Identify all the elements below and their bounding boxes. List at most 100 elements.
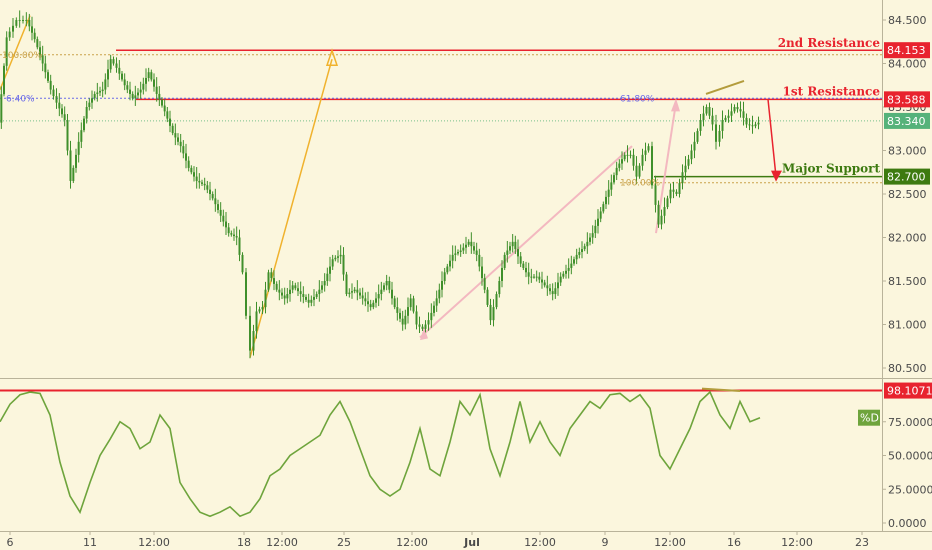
candle-body	[273, 278, 275, 284]
candle-body	[153, 79, 155, 87]
candle-body	[530, 276, 533, 278]
candle-body	[44, 63, 47, 73]
candle-body	[249, 315, 251, 351]
candle-body	[409, 298, 412, 308]
candle-body	[687, 159, 690, 166]
candle-body	[313, 296, 315, 300]
candle-body	[72, 167, 75, 181]
candle-body	[443, 272, 446, 281]
candle-body	[80, 130, 83, 142]
candle-body	[129, 89, 131, 94]
major-support-value: 82.700	[887, 171, 926, 184]
candle-body	[28, 20, 31, 27]
candle-body	[18, 20, 21, 21]
candle-body	[751, 125, 754, 127]
candle-body	[302, 294, 305, 297]
candle-body	[96, 92, 99, 94]
candle-body	[145, 78, 147, 84]
candle-body	[715, 124, 717, 142]
divergence-line-stoch	[701, 387, 741, 392]
candle-body	[757, 122, 760, 125]
candle-body	[278, 289, 281, 293]
candle-body	[675, 191, 678, 194]
candle-body	[201, 182, 203, 184]
stoch-tick-label: 25.0000	[888, 483, 932, 496]
time-tick-label: 25	[337, 536, 351, 549]
candle-body	[104, 79, 107, 90]
candle-body	[326, 273, 329, 281]
candle-body	[543, 282, 546, 286]
candle-body	[209, 189, 211, 194]
candle-body	[621, 159, 623, 164]
candle-body	[93, 93, 96, 99]
candle-body	[58, 102, 61, 109]
first-resistance-value-bg	[884, 91, 930, 108]
candle-body	[107, 69, 109, 80]
candle-body	[583, 246, 586, 250]
candle-body	[214, 198, 217, 205]
candle-body	[383, 285, 385, 290]
candle-body	[546, 285, 549, 289]
candle-body	[25, 20, 28, 21]
candle-body	[535, 276, 538, 278]
candle-body	[551, 291, 554, 295]
candle-body	[748, 124, 751, 126]
candle-body	[657, 204, 660, 225]
candle-body	[654, 185, 657, 205]
candle-body	[52, 89, 55, 97]
pink-arrowhead-2	[671, 98, 680, 112]
candle-body	[161, 99, 163, 106]
candle-body	[663, 207, 666, 216]
candle-body	[150, 72, 153, 80]
candle-body	[380, 289, 383, 295]
candle-body	[483, 278, 486, 290]
candle-body	[211, 194, 214, 199]
candle-body	[421, 326, 424, 329]
candle-body	[77, 141, 80, 155]
candle-body	[435, 298, 438, 306]
candle-body	[185, 153, 187, 161]
candle-body	[672, 189, 675, 192]
candle-body	[241, 254, 244, 273]
candle-body	[589, 237, 591, 242]
candle-body	[158, 93, 161, 100]
candle-body	[575, 254, 578, 260]
candle-body	[481, 266, 483, 279]
candle-body	[581, 249, 583, 252]
candle-body	[533, 276, 535, 278]
candle-body	[391, 289, 393, 299]
candle-body	[607, 189, 610, 197]
candle-body	[618, 163, 621, 168]
candle-body	[586, 241, 589, 247]
candle-body	[139, 89, 142, 93]
second-resistance-value: 84.153	[887, 44, 926, 57]
candle-body	[331, 259, 334, 267]
price-tick-label: 83.000	[888, 145, 927, 158]
candle-body	[193, 172, 195, 177]
candle-body	[418, 324, 421, 327]
candle-body	[517, 249, 519, 257]
candle-body	[281, 292, 283, 296]
candle-body	[190, 167, 193, 173]
price-tick-label: 81.500	[888, 275, 927, 288]
candle-body	[696, 130, 699, 142]
candle-body	[270, 272, 273, 279]
candle-body	[615, 167, 618, 176]
candle-body	[321, 285, 323, 290]
stoch-level-bg	[884, 382, 932, 399]
candle-body	[718, 130, 721, 142]
candle-body	[85, 107, 88, 119]
candle-body	[475, 250, 478, 255]
candle-body	[305, 296, 307, 300]
candle-body	[163, 105, 166, 112]
second-resistance-value-bg	[884, 42, 930, 59]
candle-body	[345, 274, 348, 295]
candle-body	[155, 86, 158, 94]
candle-body	[427, 320, 430, 325]
candle-body	[31, 26, 33, 33]
candle-body	[329, 266, 331, 274]
candle-body	[594, 225, 597, 234]
candle-body	[567, 267, 570, 271]
candle-body	[126, 85, 129, 90]
candle-body	[233, 234, 235, 237]
